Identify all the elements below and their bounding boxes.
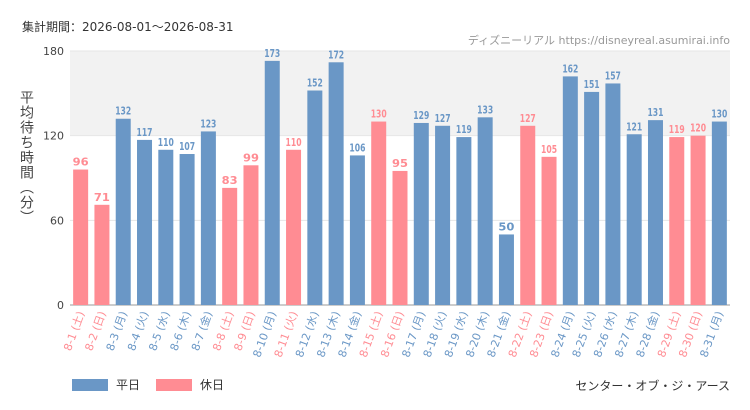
bar [371,121,387,305]
bar-value-label: 99 [243,151,259,164]
bar [584,91,600,305]
bar-value-label: 127 [520,112,536,125]
bar-value-label: 123 [200,117,216,130]
bar [435,125,451,306]
bar [158,149,174,305]
legend-weekday-label: 平日 [116,378,141,392]
bar [520,125,536,306]
bar [392,170,408,305]
legend-item-holiday[interactable]: 休日 [156,376,224,393]
y-tick-label: 180 [43,45,64,58]
bar-value-label: 110 [286,136,302,149]
bar-value-label: 119 [456,123,472,136]
bar [307,90,323,305]
bar-value-label: 132 [115,105,131,118]
bar [137,139,153,305]
bar-value-label: 152 [307,77,323,90]
legend: 平日 休日 [72,376,240,393]
bar-value-label: 105 [541,143,557,156]
bar-value-label: 106 [349,141,365,154]
bar [477,117,493,305]
bar-value-label: 130 [711,108,727,121]
bar-value-label: 172 [328,48,344,61]
bar-value-label: 50 [498,220,514,233]
bar [73,169,89,305]
bar [94,204,110,305]
bar [286,149,302,305]
holiday-swatch [156,378,193,391]
bar-value-label: 117 [137,126,153,139]
bar-value-label: 157 [605,69,621,82]
bar [115,118,131,305]
bar [605,83,621,305]
bar-value-label: 151 [584,78,600,91]
bar-value-label: 173 [264,47,280,60]
bar [562,76,578,306]
bar [179,154,195,305]
bar [200,131,216,305]
bar [669,137,685,305]
bar-value-label: 96 [73,156,89,169]
y-tick-label: 0 [57,299,64,312]
bar [222,187,238,305]
bar-value-label: 95 [392,157,408,170]
legend-item-weekday[interactable]: 平日 [72,376,140,393]
bar-value-label: 107 [179,140,195,153]
source-credit: ディズニーリアル https://disneyreal.asumirai.inf… [467,34,730,47]
bar-value-label: 162 [562,62,578,75]
bar-value-label: 83 [222,174,238,187]
bar-value-label: 110 [158,136,174,149]
bar [349,155,365,305]
bar [711,121,727,305]
y-tick-label: 120 [43,130,64,143]
bar-value-label: 130 [371,108,387,121]
collection-period: 集計期間：2026-08-01～2026-08-31 [22,20,234,34]
y-tick-label: 60 [50,214,64,227]
bar [264,60,280,305]
bar-value-label: 131 [647,106,663,119]
bar [498,234,514,305]
bar-value-label: 119 [669,123,685,136]
bar [690,135,706,305]
bar [413,122,429,305]
bar [647,120,663,306]
bar [541,156,557,305]
bar-value-label: 121 [626,120,642,133]
weekday-swatch [72,378,108,391]
bar-value-label: 120 [690,122,706,135]
bar-value-label: 133 [477,103,493,116]
bar [626,134,642,305]
legend-holiday-label: 休日 [200,378,225,392]
bar [328,62,344,306]
bar-value-label: 71 [94,191,110,204]
bar [456,137,472,305]
bar [243,165,259,305]
bar-value-label: 127 [435,112,451,125]
attraction-name: センター・オブ・ジ・アース [575,379,730,393]
bar-value-label: 129 [413,109,429,122]
y-axis-label: 平均待ち時間（分） [18,90,34,225]
